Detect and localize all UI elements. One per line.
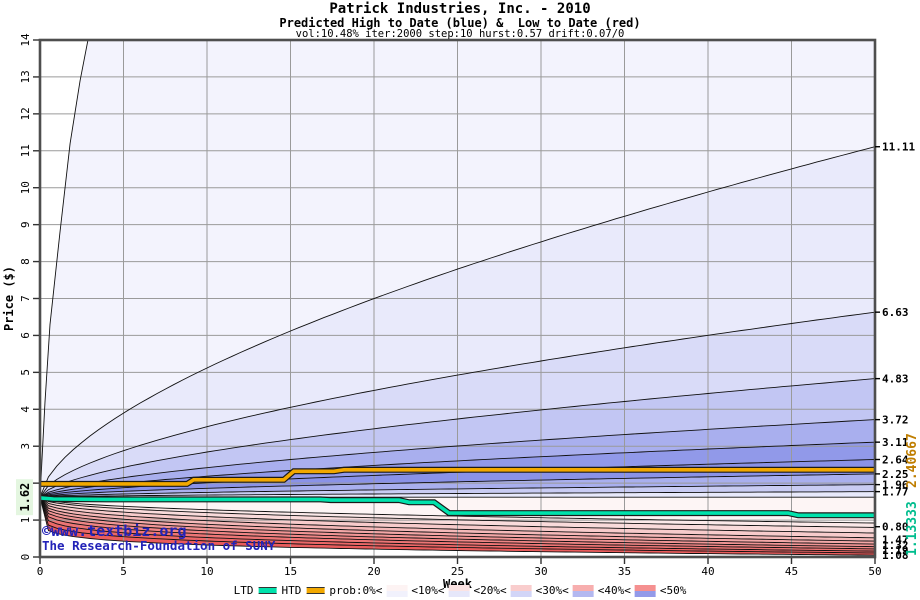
legend-label-0: LTD <box>233 584 254 597</box>
band-end-value: 0.80 <box>882 521 909 534</box>
band-end-value: 2.64 <box>882 454 909 467</box>
band-end-value: 3.11 <box>882 436 909 449</box>
y-tick-label: 13 <box>19 70 32 83</box>
actual-lines <box>40 466 875 519</box>
y-tick-label: 10 <box>19 181 32 194</box>
x-tick-label: 5 <box>120 565 127 578</box>
y-tick-label: 4 <box>19 406 32 413</box>
chart-header: Patrick Industries, Inc. - 2010 Predicte… <box>0 2 920 40</box>
x-tick-label: 20 <box>367 565 380 578</box>
x-tick-label: 10 <box>200 565 213 578</box>
x-tick-label: 40 <box>701 565 714 578</box>
y-tick-label: 5 <box>19 369 32 376</box>
chart-title: Patrick Industries, Inc. - 2010 <box>329 1 591 17</box>
legend-line-swatch-ltd <box>258 587 277 594</box>
legend-label-6: <40%< <box>597 584 631 597</box>
right-value-labels: 11.11 6.63 4.83 3.72 3.11 2.642.251.961.77 0.8… <box>875 141 915 562</box>
legend: LTD HTD prob:0%< <10%< <20%< <30%< <40%< <50% <box>234 584 687 597</box>
y-tick-label: 12 <box>19 107 32 120</box>
legend-label-7: <50% <box>659 584 687 597</box>
y-axis-label: Price ($) <box>2 266 16 331</box>
ltd-line <box>40 496 875 518</box>
band-end-value-overlapping: 1.08 <box>882 549 909 562</box>
axis-ticks-and-labels: 0510152025303540455001234567891011121314… <box>2 33 882 591</box>
legend-label-3: <10%< <box>411 584 445 597</box>
y-tick-label: 6 <box>19 332 32 339</box>
y-tick-label: 11 <box>19 144 32 157</box>
ltd-final-value: 1.13333 <box>905 501 920 556</box>
htd-line <box>40 468 875 486</box>
watermark: ©www.textbiz.org The Research-Foundation… <box>42 524 275 553</box>
x-tick-label: 15 <box>284 565 297 578</box>
y-tick-label: 8 <box>19 258 32 265</box>
band-end-value: 1.77 <box>882 486 909 499</box>
watermark-url: ©www.textbiz.org <box>42 522 187 540</box>
band-end-value: 1.96 <box>882 479 909 492</box>
x-tick-label: 25 <box>451 565 464 578</box>
y-tick-label: 3 <box>19 443 32 450</box>
legend-band-swatch-3 <box>448 584 470 597</box>
x-tick-label: 35 <box>618 565 631 578</box>
legend-band-swatch-5 <box>572 584 594 597</box>
start-price-label: 1.62 <box>18 483 32 512</box>
band-end-value: 6.63 <box>882 306 909 319</box>
chart-params: vol:10.48% iter:2000 step:10 hurst:0.57 … <box>295 28 625 41</box>
band-end-value-overlapping: 1.47 <box>882 533 909 546</box>
htd-final-value: 2.40667 <box>905 433 920 488</box>
legend-label-5: <30%< <box>535 584 569 597</box>
band-end-value: 3.72 <box>882 414 909 427</box>
x-tick-label: 30 <box>534 565 547 578</box>
x-tick-label: 0 <box>37 565 44 578</box>
band-end-value-overlapping: 1.19 <box>882 544 909 557</box>
legend-label-1: HTD <box>281 584 302 597</box>
y-tick-label: 0 <box>19 554 32 561</box>
legend-band-swatch-2 <box>386 584 408 597</box>
plot-border <box>38 38 877 559</box>
start-price-highlight <box>16 479 33 516</box>
y-tick-label: 1 <box>19 517 32 524</box>
y-tick-label: 9 <box>19 221 32 228</box>
band-end-value: 2.25 <box>882 468 909 481</box>
band-end-value: 4.83 <box>882 373 909 386</box>
legend-line-swatch-htd <box>306 587 325 594</box>
watermark-org: The Research-Foundation of SUNY <box>42 538 276 553</box>
y-tick-label: 14 <box>19 33 32 47</box>
chart-subtitle: Predicted High to Date (blue) & Low to D… <box>279 15 641 30</box>
legend-label-2: prob:0%< <box>329 584 383 597</box>
y-tick-label: 7 <box>19 295 32 302</box>
band-end-value: 11.11 <box>882 141 915 154</box>
legend-label-4: <20%< <box>473 584 507 597</box>
low-band-8 <box>40 497 875 552</box>
x-tick-label: 50 <box>868 565 881 578</box>
x-tick-label: 45 <box>785 565 798 578</box>
legend-band-swatch-4 <box>510 584 532 597</box>
legend-band-swatch-6 <box>634 584 656 597</box>
band-end-value-overlapping: 1.32 <box>882 539 909 552</box>
